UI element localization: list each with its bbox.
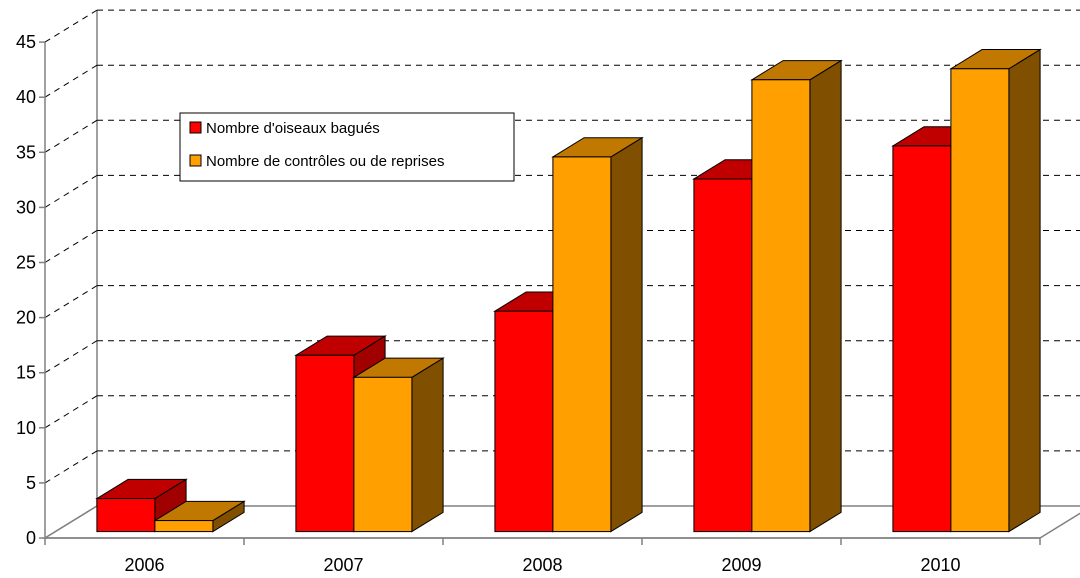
x-tick-label: 2010 — [920, 555, 960, 575]
bar-controles-2010 — [949, 48, 1042, 533]
legend: Nombre d'oiseaux bagués Nombre de contrô… — [179, 112, 515, 182]
gridline-side — [44, 230, 98, 263]
side-wall-edge — [44, 10, 98, 539]
gridline-side — [44, 450, 98, 484]
bar-controles-2007 — [352, 357, 445, 533]
y-tick-label: 35 — [16, 142, 36, 162]
x-tick-label: 2006 — [124, 555, 164, 575]
gridline-side — [44, 174, 98, 208]
bars — [95, 48, 1042, 533]
bar-controles-2006 — [153, 500, 246, 533]
bar-controles-2009 — [750, 59, 843, 533]
y-tick-label: 40 — [16, 87, 36, 107]
legend-label-series-0: Nombre d'oiseaux bagués — [206, 120, 380, 137]
y-tick-label: 10 — [16, 418, 36, 438]
y-tick-label: 5 — [26, 473, 36, 493]
legend-box — [179, 112, 515, 182]
x-tick-label: 2009 — [721, 555, 761, 575]
y-tick-label: 15 — [16, 363, 36, 383]
y-tick-label: 45 — [16, 32, 36, 52]
bar-controles-2008 — [551, 136, 644, 533]
legend-swatch-series-0 — [189, 121, 202, 134]
gridline-side — [44, 285, 98, 319]
y-tick-label: 25 — [16, 253, 36, 273]
gridline-side — [44, 395, 98, 429]
y-tick-label: 20 — [16, 308, 36, 328]
gridline-side — [44, 64, 98, 98]
axes: 0 5 10 15 20 25 30 35 40 45 2006 2007 2008 2009 2010 — [16, 32, 1041, 575]
x-tick-label: 2008 — [522, 555, 562, 575]
x-tick-label: 2007 — [323, 555, 363, 575]
gridline-side — [44, 340, 98, 374]
y-tick-label: 0 — [26, 528, 36, 548]
gridline-side — [44, 9, 98, 43]
legend-swatch-series-1 — [189, 154, 202, 167]
gridline-side — [44, 119, 98, 153]
y-tick-label: 30 — [16, 197, 36, 217]
legend-label-series-1: Nombre de contrôles ou de reprises — [206, 153, 444, 170]
